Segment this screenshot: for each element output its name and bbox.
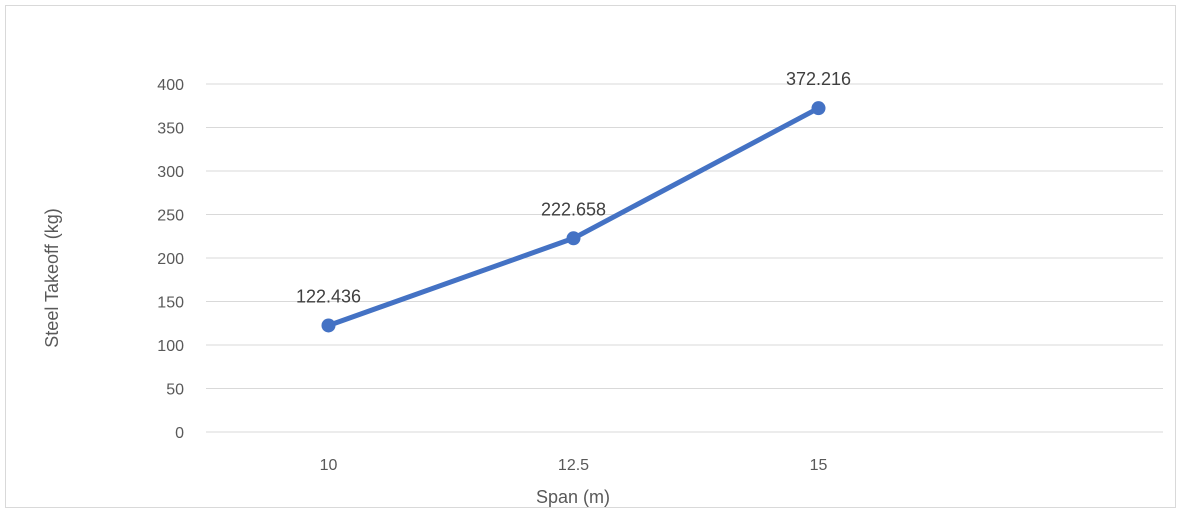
y-tick-label-150: 150 [157,295,184,312]
y-tick-label-350: 350 [157,121,184,138]
y-axis-ticks: 0 50 100 150 200 250 300 350 400 [157,77,184,442]
y-tick-label-50: 50 [166,382,184,399]
y-tick-label-200: 200 [157,251,184,268]
x-tick-label-10: 10 [320,457,338,474]
data-label-15: 372.216 [786,69,851,89]
series-steel-takeoff [321,101,826,333]
gridlines [206,83,1163,433]
data-label-12-5: 222.658 [541,199,606,219]
data-point-12-5 [566,231,581,246]
y-tick-label-100: 100 [157,338,184,355]
x-tick-label-15: 15 [810,457,828,474]
chart-frame [5,5,1176,508]
data-label-10: 122.436 [296,286,361,306]
y-axis-title: Steel Takeoff (kg) [42,208,62,347]
y-tick-label-400: 400 [157,77,184,94]
y-tick-label-300: 300 [157,164,184,181]
x-tick-label-12-5: 12.5 [558,457,589,474]
x-axis-ticks: 10 12.5 15 [320,457,828,474]
data-point-15 [811,101,826,116]
data-point-10 [321,318,336,333]
y-tick-label-0: 0 [175,425,184,442]
data-labels: 122.436 222.658 372.216 [296,69,851,306]
y-tick-label-250: 250 [157,208,184,225]
x-axis-title: Span (m) [536,487,610,507]
